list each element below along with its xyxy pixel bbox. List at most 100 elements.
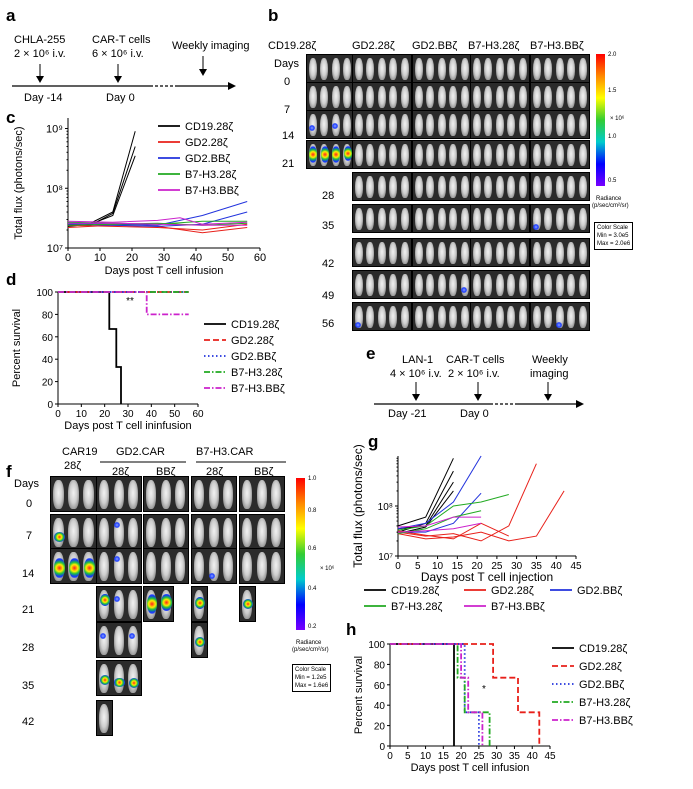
- colorbar-b-tick-0.5: 0.5: [608, 178, 617, 184]
- mouse-row: [412, 238, 472, 267]
- mouse-image: [364, 83, 376, 110]
- mouse-image: [424, 111, 436, 138]
- signal-spot: [194, 636, 206, 647]
- signal-spot: [309, 124, 316, 131]
- mouse-image: [206, 477, 221, 511]
- mouse-image: [353, 173, 365, 200]
- signal-spot: [99, 593, 111, 606]
- mouse-image: [482, 239, 494, 266]
- mouse-row: [50, 476, 97, 512]
- x-tick-label: 20: [472, 561, 484, 572]
- mouse-image: [413, 173, 425, 200]
- mouse-image: [307, 83, 319, 110]
- color-scale-box-f: Color Scale Min = 1.2e5 Max = 1.6e6: [292, 664, 332, 692]
- mouse-image: [387, 111, 399, 138]
- mouse-image: [531, 173, 543, 200]
- mouse-image: [66, 515, 81, 549]
- y-axis-label: Total flux (photons/sec): [13, 126, 25, 239]
- mouse-row: [143, 548, 189, 584]
- x-tick-label: 0: [55, 409, 61, 420]
- mouse-image: [376, 205, 388, 232]
- x-tick-label: 5: [415, 561, 421, 572]
- mouse-image: [318, 55, 330, 82]
- mouse-image: [206, 515, 221, 549]
- signal-spot: [114, 521, 121, 528]
- signal-spot: [343, 146, 352, 162]
- survival-chart-h: 0 5 10 15 20 25 30 35 40 45 0 20 40 60 80 100 Days post …: [353, 640, 633, 774]
- legend-label-B7-H3.28ζ: B7-H3.28ζ: [231, 367, 282, 379]
- mouse-image: [436, 141, 448, 168]
- mouse-row: [412, 302, 472, 331]
- mouse-image: [387, 173, 399, 200]
- panel-label-b: b: [268, 6, 279, 25]
- mouse-image: [97, 549, 112, 583]
- mouse-image: [144, 549, 159, 583]
- grid-f-col-GD2CAR: GD2.CAR: [116, 446, 165, 458]
- x-axis-label: Days post T cell infusion: [411, 762, 530, 774]
- y-tick-label: 40: [374, 701, 386, 712]
- mouse-image: [436, 303, 448, 330]
- legend-label-GD2.28ζ: GD2.28ζ: [579, 661, 622, 673]
- x-tick-label: 5: [405, 751, 411, 762]
- mouse-row: [191, 476, 237, 512]
- timeline-a-cart-dose: 6 × 10⁶ i.v.: [92, 48, 144, 60]
- mouse-row: [143, 476, 189, 512]
- mouse-row: [470, 110, 530, 139]
- mouse-image: [364, 173, 376, 200]
- mouse-image: [353, 271, 365, 298]
- mouse-image: [364, 205, 376, 232]
- mouse-image: [554, 239, 566, 266]
- colorbar-f-tick-0.8: 0.8: [308, 508, 317, 514]
- colorbar-f-radiance-unit: (p/sec/cm²/sr): [292, 647, 329, 653]
- mouse-image: [577, 55, 589, 82]
- mouse-image: [97, 623, 112, 657]
- x-tick-label: 60: [192, 409, 204, 420]
- colorbar-f: [296, 478, 305, 630]
- legend-label-CD19.28ζ: CD19.28ζ: [391, 585, 439, 597]
- series-line-CD19.28ζ: [397, 458, 454, 527]
- y-tick-label: 40: [42, 355, 54, 366]
- color-scale-b-line1: Color Scale: [597, 225, 629, 231]
- mouse-image: [158, 549, 173, 583]
- mouse-image: [517, 303, 529, 330]
- mouse-image: [387, 303, 399, 330]
- mouse-image: [505, 111, 517, 138]
- mouse-image: [192, 549, 207, 583]
- timeline-a-axis: [12, 56, 236, 90]
- mouse-image: [364, 55, 376, 82]
- mouse-image: [531, 141, 543, 168]
- mouse-image: [554, 173, 566, 200]
- mouse-image: [459, 55, 471, 82]
- mouse-image: [459, 303, 471, 330]
- series-line-GD2.BBζ: [67, 201, 248, 226]
- mouse-image: [471, 83, 483, 110]
- mouse-image: [240, 549, 255, 583]
- series-line-GD2.BBζ: [397, 455, 482, 530]
- mouse-image: [494, 141, 506, 168]
- mouse-image: [221, 549, 236, 583]
- mouse-image: [554, 55, 566, 82]
- mouse-image: [494, 173, 506, 200]
- mouse-image: [447, 83, 459, 110]
- mouse-row: [470, 270, 530, 299]
- mouse-image: [353, 205, 365, 232]
- mouse-image: [424, 271, 436, 298]
- panel-label-a: a: [6, 6, 16, 25]
- timeline-a-tumor: CHLA-255: [14, 34, 66, 46]
- mouse-image: [364, 239, 376, 266]
- mouse-row: [412, 82, 472, 111]
- mouse-image: [221, 477, 236, 511]
- mouse-image: [471, 55, 483, 82]
- timeline-e-axis: [374, 382, 584, 408]
- mouse-image: [318, 111, 330, 138]
- grid-f-day-21: 21: [22, 604, 35, 616]
- grid-b-col-GD2.BBζ: GD2.BBζ: [412, 40, 458, 52]
- mouse-image: [97, 477, 112, 511]
- grid-f-day-42: 42: [22, 716, 35, 728]
- series-line-CD19.28ζ: [58, 291, 122, 404]
- mouse-image: [330, 55, 342, 82]
- x-tick-label: 25: [491, 561, 503, 572]
- mouse-image: [436, 173, 448, 200]
- mouse-image: [505, 141, 517, 168]
- mouse-image: [471, 271, 483, 298]
